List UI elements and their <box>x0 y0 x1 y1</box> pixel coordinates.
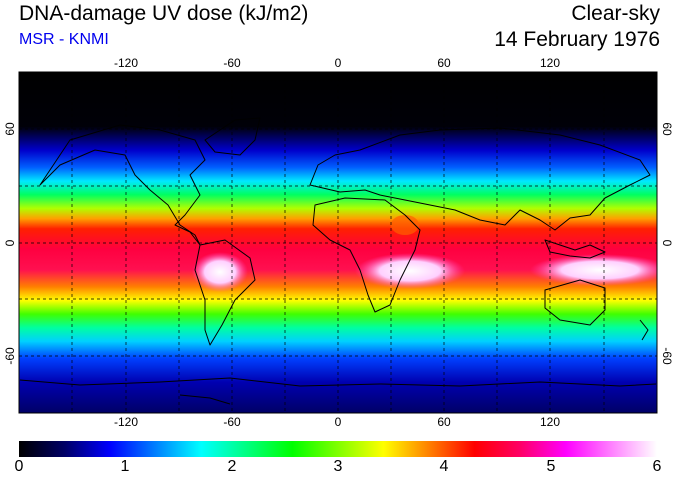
lon-tick-bottom-4: 60 <box>437 415 451 429</box>
colorbar <box>19 441 657 457</box>
date-label: 14 February 1976 <box>494 28 660 51</box>
lon-tick-bottom-2: -60 <box>223 415 241 429</box>
colorbar-label-1: 1 <box>120 458 130 475</box>
lon-tick-bottom-5: 120 <box>540 415 560 429</box>
lat-tick-right-1: 60 <box>660 122 674 136</box>
colorbar-label-6: 6 <box>652 458 662 475</box>
lon-tick-top-1: -120 <box>114 56 138 70</box>
colorbar-label-3: 3 <box>333 458 343 475</box>
map-field <box>19 72 657 413</box>
lat-tick-left-3: -60 <box>3 347 17 365</box>
colorbar-label-0: 0 <box>14 458 24 475</box>
lon-tick-bottom-3: 0 <box>335 415 342 429</box>
coastlines <box>19 117 657 405</box>
colorbar-label-4: 4 <box>439 458 449 475</box>
uv-hotspot-africa <box>355 253 465 289</box>
uv-hotspot-pacific <box>530 254 657 286</box>
colorbar-label-5: 5 <box>546 458 556 475</box>
uv-spot-east-africa <box>391 215 419 235</box>
lat-tick-right-3: -60 <box>660 347 674 365</box>
page-title: DNA-damage UV dose (kJ/m2) <box>19 2 309 25</box>
lat-tick-left-2: 0 <box>3 239 17 246</box>
lon-tick-bottom-1: -120 <box>114 415 138 429</box>
lat-ticks-left: 60 0 -60 <box>3 122 17 365</box>
lon-tick-top-5: 120 <box>540 56 560 70</box>
lon-tick-top-3: 0 <box>335 56 342 70</box>
lon-ticks-bottom: -120 -60 0 60 120 <box>114 415 560 429</box>
uv-hotspot-south-america <box>192 252 248 292</box>
sky-condition-label: Clear-sky <box>571 2 660 25</box>
colorbar-label-2: 2 <box>227 458 237 475</box>
gridlines <box>19 72 657 413</box>
source-label: MSR - KNMI <box>19 31 109 48</box>
lon-tick-top-4: 60 <box>437 56 451 70</box>
lat-tick-left-1: 60 <box>3 122 17 136</box>
lat-tick-right-2: 0 <box>660 240 674 247</box>
lon-tick-top-2: -60 <box>223 56 241 70</box>
lat-ticks-right: 60 0 -60 <box>660 122 674 365</box>
lon-ticks-top: -120 -60 0 60 120 <box>114 56 560 70</box>
map-frame <box>18 71 658 414</box>
